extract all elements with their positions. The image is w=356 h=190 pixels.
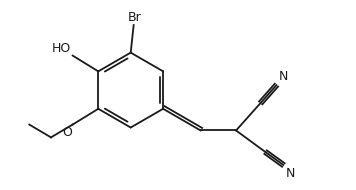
Text: N: N	[285, 167, 295, 180]
Text: O: O	[62, 126, 72, 139]
Text: Br: Br	[128, 11, 142, 24]
Text: N: N	[278, 70, 288, 83]
Text: HO: HO	[51, 42, 71, 55]
